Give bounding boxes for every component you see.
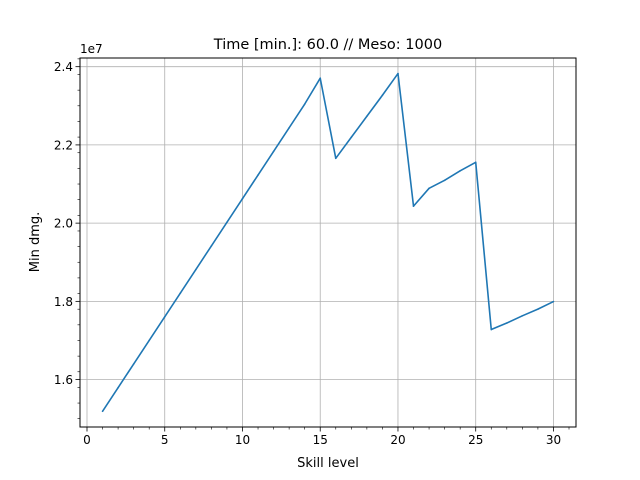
data-point (381, 94, 384, 97)
data-point (506, 322, 508, 324)
x-tick-label: 0 (83, 433, 91, 447)
data-point (303, 103, 306, 105)
x-tick-label: 15 (313, 433, 328, 447)
data-point (459, 170, 461, 172)
data-point (226, 221, 228, 224)
data-point (272, 150, 275, 153)
series-layer (101, 72, 555, 413)
data-point (521, 314, 524, 317)
chart-title: Time [min.]: 60.0 // Meso: 1000 (213, 37, 442, 53)
data-point (443, 179, 446, 182)
x-axis-ticks: 0 5 10 15 20 25 30 (83, 427, 570, 447)
data-point (350, 136, 353, 139)
y-axis-label: Min dmg. (28, 212, 43, 273)
data-point (257, 174, 259, 176)
x-tick-label: 30 (546, 433, 561, 447)
data-point (288, 126, 290, 129)
y-tick-label: 1.8 (54, 295, 73, 309)
y-tick-label: 1.6 (54, 373, 73, 387)
data-point (412, 205, 415, 207)
data-point (397, 72, 399, 75)
series-line-0 (101, 72, 554, 412)
data-point (148, 339, 150, 342)
data-point (241, 197, 244, 200)
y-axis-offset-label: 1e7 (80, 42, 103, 56)
data-point (474, 161, 477, 164)
data-point (163, 315, 166, 318)
y-axis-ticks: 1.6 1.8 2.0 2.2 2.4 (54, 58, 80, 420)
x-tick-label: 20 (390, 433, 405, 447)
plot-frame (79, 57, 577, 428)
data-point (334, 157, 337, 160)
data-point (319, 77, 322, 80)
grid (80, 58, 576, 427)
data-point (537, 308, 539, 310)
data-point (210, 245, 213, 247)
y-tick-label: 2.4 (54, 60, 73, 74)
x-tick-label: 5 (161, 433, 169, 447)
data-point (179, 292, 182, 294)
y-tick-label: 2.2 (54, 138, 73, 152)
y-tick-label: 2.0 (54, 217, 73, 231)
x-tick-label: 10 (235, 433, 250, 447)
data-point (490, 328, 493, 331)
data-point (132, 363, 135, 365)
data-point (366, 115, 368, 118)
x-axis-label: Skill level (297, 456, 359, 471)
data-point (552, 300, 555, 303)
data-point (428, 187, 430, 190)
data-point (195, 268, 197, 271)
data-point (101, 410, 104, 413)
data-point (117, 386, 119, 389)
x-tick-label: 25 (468, 433, 483, 447)
